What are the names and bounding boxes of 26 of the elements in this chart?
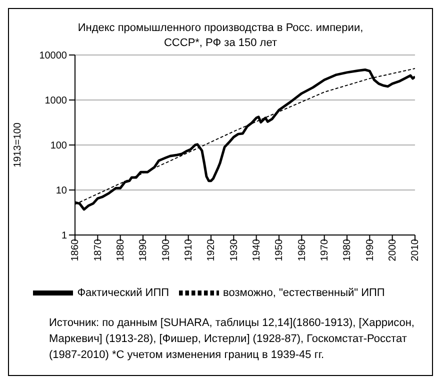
x-tick-label: 1860 [70, 238, 82, 262]
y-tick-label: 1000 [44, 96, 68, 107]
chart-title: Индекс промышленного производства в Росс. империи, СССР*, РФ за 150 лет [76, 21, 364, 51]
y-axis-title: 1913=100 [12, 122, 24, 168]
y-tick-label: 1 [61, 230, 68, 242]
x-tick-label: 1900 [160, 238, 172, 262]
text: Источник: по данным [SUHARA, таблицы 12,14](1860-1913), [Харрисон, Маркевич] (1913-28), [Фишер, Истерли] (1928-87), Госкомстат-Росстат (1987-2010) *С учетом изменения границ в 1939-45 гг. [49, 316, 416, 363]
legend-label: возможно, "естественный" ИПП [223, 286, 385, 299]
x-tick-label: 1980 [342, 238, 354, 262]
x-tick-label: 1960 [296, 238, 308, 262]
y-tick-label: 10000 [39, 50, 68, 62]
x-tick-label: 1990 [364, 238, 376, 262]
x-tick-label: 1890 [138, 238, 150, 262]
x-tick-label: 1880 [115, 238, 126, 262]
x-tick-label: 2010 [410, 238, 422, 262]
x-tick-label: 1920 [206, 238, 218, 262]
x-tick-label: 1970 [319, 238, 330, 262]
x-tick-label: 1950 [274, 238, 286, 262]
x-tick-label: 1910 [183, 238, 194, 262]
x-tick-label: 1930 [228, 238, 240, 262]
x-tick-label: 2000 [387, 238, 398, 262]
y-tick-label: 100 [50, 140, 68, 152]
legend-label: Фактический ИПП [77, 286, 170, 299]
x-tick-label: 1870 [92, 238, 104, 262]
x-tick-label: 1940 [251, 238, 262, 262]
y-tick-label: 10 [56, 186, 68, 197]
